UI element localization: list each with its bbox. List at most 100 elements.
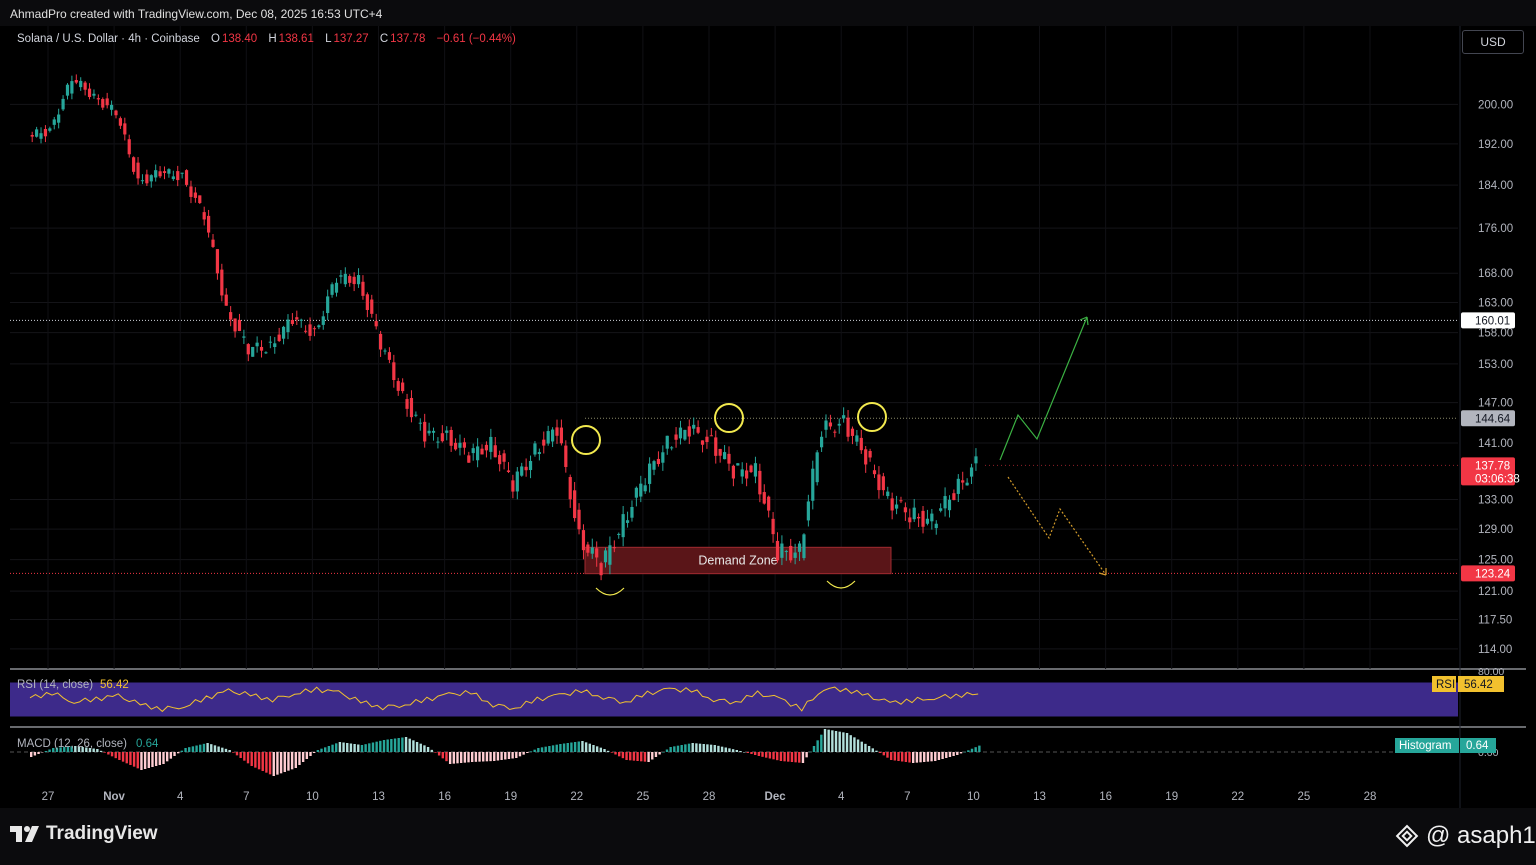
candle-body	[476, 446, 480, 461]
macd-histogram-bar	[963, 751, 966, 753]
candle-body	[383, 350, 387, 352]
candle-body	[925, 518, 930, 524]
candle-body	[401, 382, 405, 392]
candle-body	[105, 98, 109, 106]
macd-histogram-bar	[393, 738, 397, 752]
candle-body	[921, 510, 925, 527]
candle-body	[458, 442, 462, 448]
macd-histogram-bar	[382, 740, 386, 752]
macd-histogram-bar	[375, 741, 378, 752]
macd-histogram-bar	[790, 752, 794, 762]
macd-histogram-bar	[923, 752, 926, 762]
currency-button[interactable]: USD	[1462, 30, 1524, 54]
candle-body	[917, 516, 921, 519]
candle-body	[374, 321, 378, 327]
macd-histogram-bar	[110, 752, 114, 757]
macd-histogram-bar	[357, 744, 360, 752]
candle-body	[533, 443, 537, 455]
candle-body	[670, 447, 674, 449]
macd-histogram-bar	[889, 752, 893, 760]
macd-histogram-bar	[437, 752, 441, 756]
candle-body	[273, 343, 277, 348]
candle-body	[39, 133, 43, 139]
candle-body	[568, 477, 572, 500]
macd-histogram-bar	[871, 748, 874, 752]
macd-histogram-bar	[695, 743, 698, 752]
candle-body	[281, 326, 286, 339]
candle-body	[665, 435, 669, 449]
macd-histogram-bar	[742, 752, 746, 753]
candle-body	[806, 501, 810, 521]
macd-histogram-bar	[794, 752, 797, 763]
macd-histogram-bar	[250, 752, 253, 766]
candle-body	[268, 341, 272, 343]
candle-body	[700, 440, 705, 445]
candle-body	[793, 552, 797, 558]
chart-credit: AhmadPro created with TradingView.com, D…	[0, 0, 1536, 26]
candle-body	[965, 482, 969, 486]
macd-histogram-bar	[353, 744, 356, 752]
low-key: L	[325, 33, 332, 45]
symbol-legend[interactable]: Solana / U.S. Dollar · 4h · Coinbase O 13…	[17, 33, 518, 45]
candle-body	[956, 478, 960, 494]
macd-histogram-bar	[228, 750, 231, 752]
macd-histogram-bar	[720, 746, 724, 752]
macd-histogram-bar	[147, 752, 150, 768]
candle-body	[198, 195, 202, 204]
macd-histogram-bar	[812, 746, 816, 752]
resistance-price-badge-bg	[1461, 312, 1515, 329]
candle-body	[339, 275, 343, 277]
macd-histogram-bar	[559, 744, 562, 752]
macd-histogram-bar	[445, 752, 448, 762]
macd-label: MACD (12, 26, close)	[17, 738, 127, 750]
macd-histogram-bar	[401, 737, 404, 752]
candle-body	[431, 430, 436, 433]
support-price-badge-text: 123.24	[1475, 568, 1511, 580]
candle-body	[453, 442, 458, 450]
candle-body	[193, 192, 197, 198]
macd-histogram-bar	[423, 745, 426, 752]
macd-histogram-bar	[676, 745, 680, 752]
macd-histogram-bar	[507, 752, 511, 759]
candle-body	[277, 334, 281, 342]
macd-histogram-bar	[882, 752, 885, 756]
macd-histogram-bar	[195, 745, 198, 752]
macd-histogram-bar	[493, 752, 496, 761]
macd-histogram-bar	[570, 742, 573, 752]
macd-histogram-bar	[765, 752, 768, 758]
candle-body	[643, 485, 647, 492]
candle-body	[317, 325, 321, 328]
macd-histogram-bar	[162, 752, 165, 764]
candle-body	[299, 319, 303, 321]
macd-histogram-bar	[290, 752, 294, 770]
macd-histogram-bar	[912, 752, 915, 763]
macd-histogram-bar	[265, 752, 268, 773]
candle-body	[378, 333, 383, 350]
macd-histogram-bar	[88, 748, 92, 752]
candle-body	[652, 461, 656, 470]
candle-body	[237, 320, 242, 332]
macd-histogram-bar	[584, 742, 588, 752]
macd-histogram-bar	[941, 752, 944, 759]
macd-histogram-bar	[731, 749, 735, 752]
candle-body	[639, 483, 643, 497]
top-highlight-circle	[571, 425, 601, 455]
macd-histogram-bar	[41, 752, 44, 753]
macd-histogram-bar	[188, 747, 191, 752]
time-tick-label: 22	[570, 791, 583, 803]
chart-svg[interactable]: 200.00 192.00 184.00 176.00 168.00 163.00 158.…	[10, 26, 1526, 808]
price-tick-label: 147.00	[1478, 398, 1513, 410]
macd-histogram-bar	[63, 747, 66, 752]
candle-body	[352, 276, 356, 285]
macd-histogram-bar	[875, 750, 878, 752]
candle-body	[220, 269, 224, 296]
macd-histogram-bar	[342, 742, 345, 752]
candle-body	[74, 80, 78, 83]
macd-histogram-bar	[562, 743, 566, 752]
bottom-highlight-arc	[595, 587, 625, 596]
macd-histogram-bar	[191, 746, 195, 752]
macd-histogram-bar	[709, 744, 713, 752]
candle-body	[334, 282, 339, 293]
macd-histogram-bar	[478, 752, 481, 762]
close-value: 137.78	[390, 33, 426, 45]
